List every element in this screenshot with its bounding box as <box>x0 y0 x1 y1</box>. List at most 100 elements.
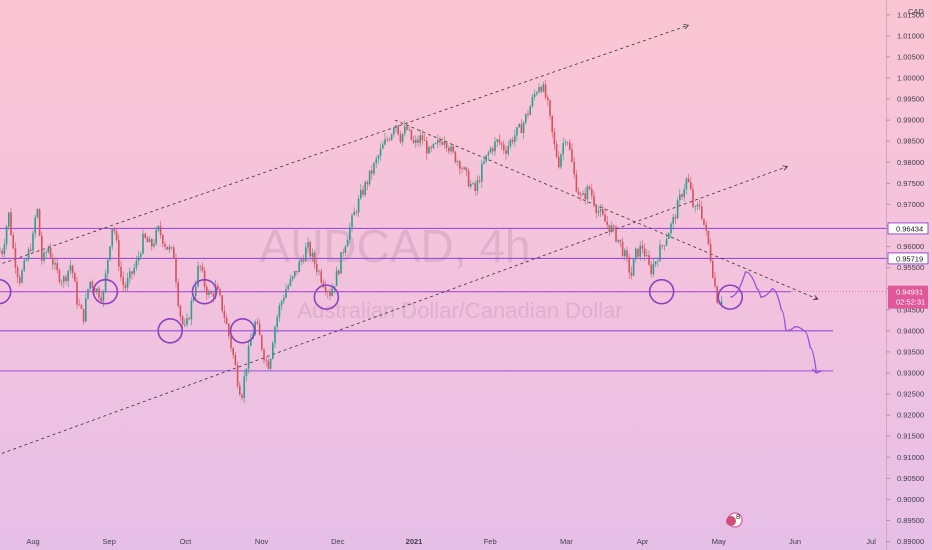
candle-body <box>395 125 397 129</box>
candle-body <box>38 209 41 236</box>
candle-body <box>584 193 586 200</box>
x-tick-label: Dec <box>331 537 345 546</box>
y-tick-label: 0.97500 <box>897 179 924 188</box>
candle-body <box>87 288 89 299</box>
candle-body <box>113 229 116 232</box>
candle-body <box>602 209 604 215</box>
candle-body <box>285 289 287 298</box>
candle-body <box>340 252 342 274</box>
time-axis[interactable]: Aug Sep Oct Nov Dec 2021 Feb Mar Apr May Jun Jul <box>26 537 876 546</box>
candle-body <box>294 270 296 277</box>
symbol-watermark-group: AUDCAD, 4h Australian Dollar/Canadian Do… <box>260 220 623 323</box>
candle-body <box>679 194 681 201</box>
candle-body <box>428 147 430 154</box>
candle-body <box>494 141 496 152</box>
candle-body <box>27 249 30 260</box>
candle-body <box>657 261 659 262</box>
candle-body <box>316 263 318 272</box>
candle-body <box>263 349 265 361</box>
candle-body <box>375 159 377 164</box>
y-tick-label: 1.00000 <box>897 73 924 82</box>
candle-body <box>80 304 83 309</box>
candle-body <box>542 84 545 92</box>
candle-body <box>324 286 327 292</box>
candle-body <box>606 221 608 225</box>
event-marker[interactable]: 8 <box>726 512 743 528</box>
candle-body <box>668 233 670 239</box>
candle-body <box>683 189 685 197</box>
candle-body <box>289 279 292 286</box>
candle-body <box>322 282 325 287</box>
candle-body <box>67 270 69 281</box>
support-circles <box>0 278 744 344</box>
candle-body <box>404 126 406 134</box>
event-badge: 8 <box>736 512 740 521</box>
candle-body <box>267 360 270 369</box>
x-tick-label: Sep <box>103 537 116 546</box>
y-tick-label: 0.99000 <box>897 116 924 125</box>
candle-body <box>102 291 105 302</box>
candle-body <box>313 252 316 264</box>
projection-arrow <box>811 368 822 374</box>
candle-body <box>76 281 78 305</box>
candle-body <box>641 245 644 249</box>
candle-body <box>503 144 505 151</box>
candle-body <box>703 218 705 225</box>
candle-body <box>34 217 36 234</box>
y-tick-label: 1.01500 <box>897 10 924 19</box>
trend-lines <box>0 24 819 455</box>
candle-body <box>450 146 452 152</box>
candle-body <box>397 125 399 135</box>
candle-body <box>247 345 250 369</box>
candle-body <box>670 223 672 234</box>
candle-body <box>219 289 221 296</box>
candle-body <box>511 139 514 142</box>
price-axis[interactable]: CAD 1.01500 1.01000 1.00500 1.00000 0.99500 0… <box>886 0 924 550</box>
candle-body <box>522 122 525 134</box>
candle-body <box>85 298 87 322</box>
candle-body <box>89 281 91 289</box>
candle-body <box>685 178 688 190</box>
candle-body <box>692 189 694 207</box>
candle-body <box>45 252 47 253</box>
candle-body <box>274 326 276 344</box>
candle-body <box>287 285 289 290</box>
candle-body <box>659 245 661 262</box>
candle-body <box>166 246 168 250</box>
candle-body <box>19 277 21 283</box>
candle-body <box>335 270 338 286</box>
y-tick-label: 0.91000 <box>897 453 924 462</box>
candle-body <box>386 139 388 140</box>
candle-body <box>720 301 723 305</box>
candle-body <box>223 311 226 318</box>
candle-body <box>217 285 219 290</box>
candle-body <box>544 84 547 98</box>
x-tick-label: Apr <box>637 537 649 546</box>
candle-body <box>225 317 228 325</box>
candle-body <box>456 161 459 163</box>
candle-body <box>646 255 648 257</box>
y-tick-label: 0.92000 <box>897 411 924 420</box>
y-tick-label: 0.97000 <box>897 200 924 209</box>
candle-body <box>208 292 210 295</box>
candle-body <box>478 180 481 182</box>
candle-body <box>487 152 490 156</box>
candle-body <box>228 324 230 337</box>
candle-body <box>621 241 624 256</box>
candle-body <box>188 318 190 320</box>
x-tick-label: Mar <box>560 537 573 546</box>
candle-body <box>551 115 553 133</box>
candle-body <box>520 124 523 134</box>
candle-body <box>575 174 578 192</box>
candle-body <box>124 285 127 288</box>
candle-body <box>384 139 386 145</box>
candle-body <box>1 250 3 255</box>
candle-body <box>278 305 281 318</box>
candle-body <box>652 264 655 275</box>
candle-body <box>49 247 52 258</box>
candle-body <box>179 305 182 317</box>
candle-body <box>300 259 303 262</box>
candle-body <box>476 180 479 191</box>
